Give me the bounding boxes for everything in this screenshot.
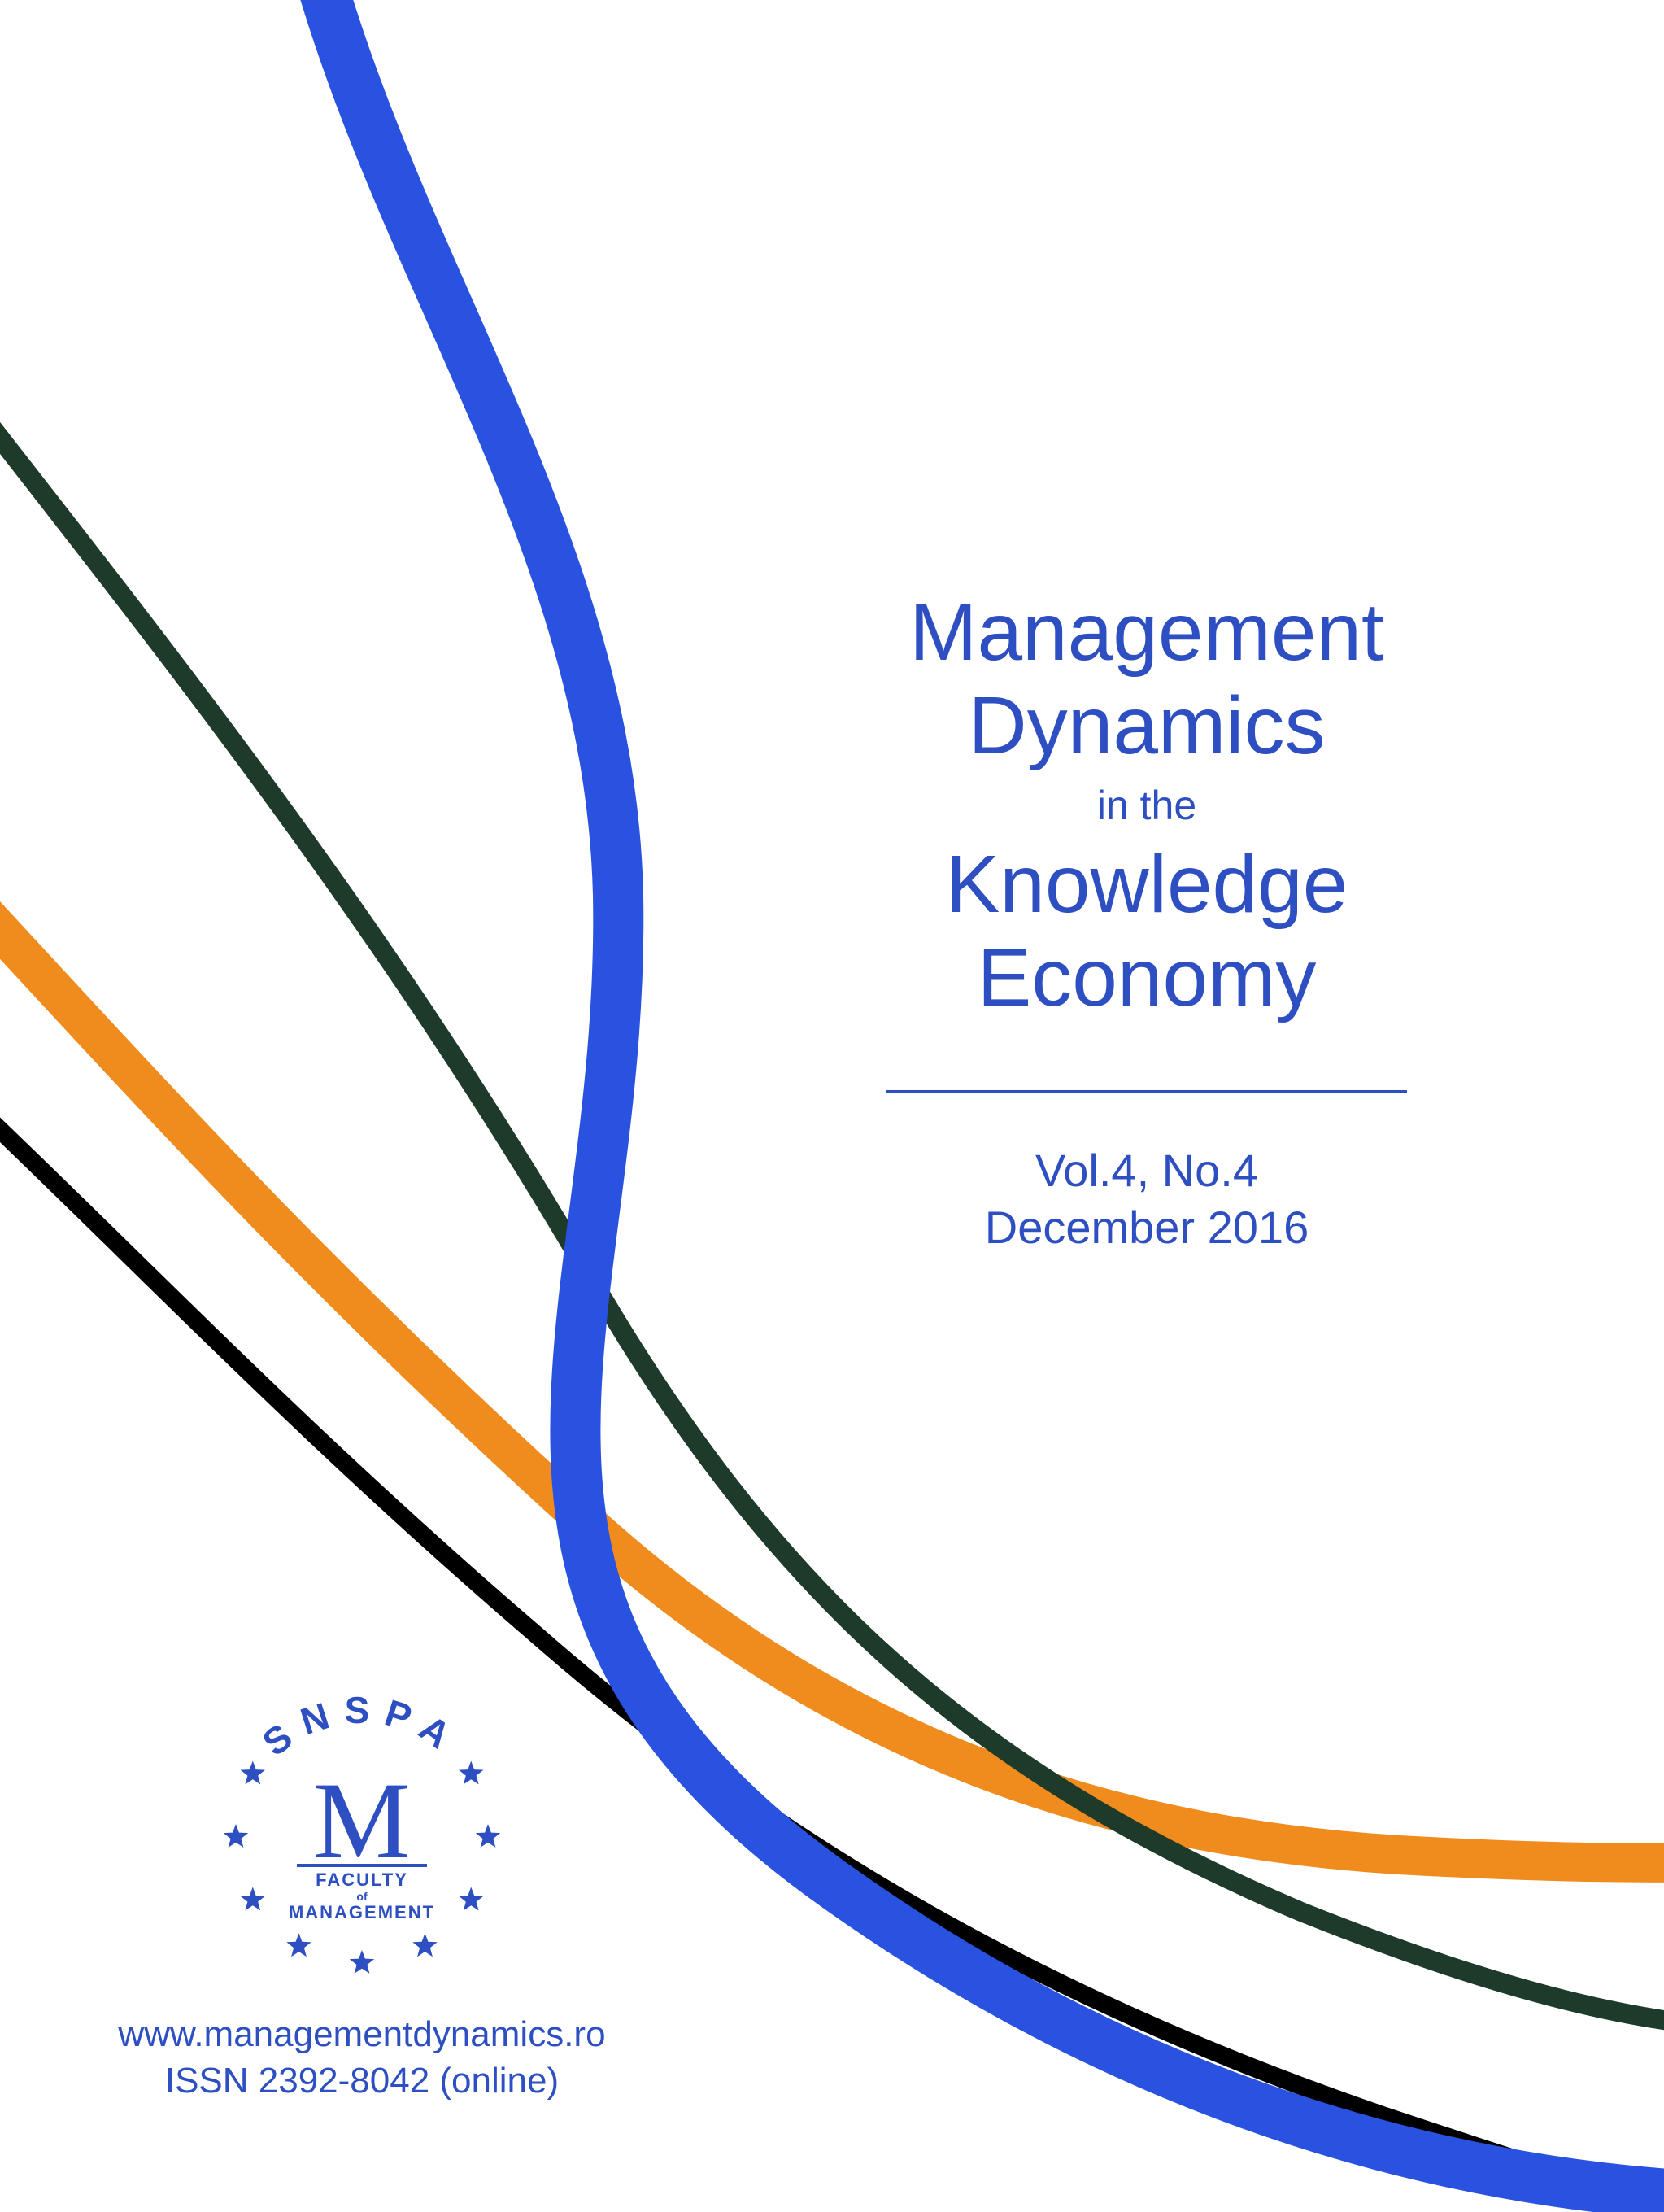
footer-url: www.managementdynamics.ro [94, 2011, 630, 2057]
logo-of-label: of [356, 1890, 368, 1903]
star-icon [476, 1824, 500, 1848]
logo-m-letter: M [313, 1760, 411, 1882]
title-line-2: Dynamics [781, 679, 1513, 773]
footer-issn: ISSN 2392-8042 (online) [94, 2057, 630, 2104]
title-line-5: Economy [781, 931, 1513, 1025]
star-icon [459, 1887, 484, 1911]
title-line-1: Management [781, 586, 1513, 679]
logo-faculty-label: FACULTY [316, 1870, 408, 1890]
star-icon [241, 1887, 266, 1911]
snspa-logo-svg: SNSPA M FACULTY of MANAGEMENT [191, 1682, 533, 1975]
star-icon [241, 1761, 266, 1785]
journal-title-block: Management Dynamics in the Knowledge Eco… [781, 586, 1513, 1256]
issue-volume: Vol.4, No.4 [781, 1142, 1513, 1199]
logo-arc-text: SNSPA [255, 1689, 468, 1765]
snspa-logo: SNSPA M FACULTY of MANAGEMENT [171, 1682, 553, 1975]
footer-block: www.managementdynamics.ro ISSN 2392-8042… [94, 2011, 630, 2104]
issue-date: December 2016 [781, 1199, 1513, 1256]
logo-mgmt-label: MANAGEMENT [289, 1902, 435, 1922]
star-icon [286, 1933, 311, 1957]
title-line-4: Knowledge [781, 838, 1513, 931]
title-line-3: in the [781, 773, 1513, 838]
star-icon [350, 1950, 374, 1974]
star-icon [224, 1824, 248, 1848]
star-icon [459, 1761, 484, 1785]
star-icon [412, 1933, 437, 1957]
title-divider [886, 1090, 1407, 1093]
